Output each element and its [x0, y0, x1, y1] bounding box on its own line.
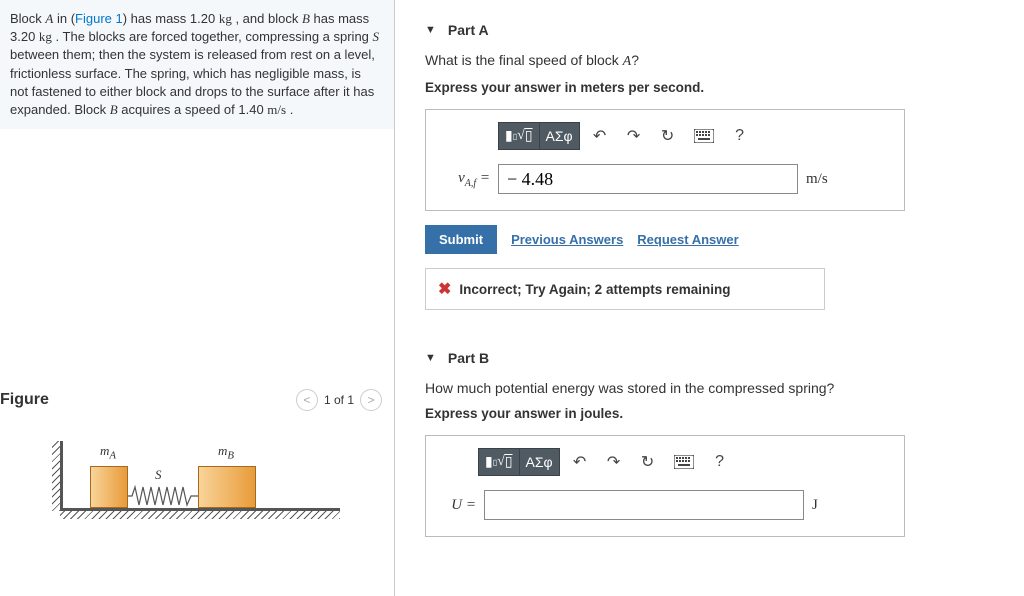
keyboard-button[interactable] — [668, 448, 700, 476]
problem-statement: Block A in (Figure 1) has mass 1.20 kg ,… — [0, 0, 394, 129]
figure-link[interactable]: Figure 1 — [75, 11, 123, 26]
collapse-icon: ▼ — [425, 24, 436, 36]
reset-button[interactable]: ↻ — [634, 448, 662, 476]
previous-answers-link[interactable]: Previous Answers — [511, 232, 623, 247]
part-b-instruction: Express your answer in joules. — [425, 406, 1004, 421]
figure-next-button[interactable]: > — [360, 389, 382, 411]
undo-button[interactable]: ↶ — [566, 448, 594, 476]
template-picker-button[interactable]: ▮▯√▯ — [478, 448, 520, 476]
request-answer-link[interactable]: Request Answer — [637, 232, 738, 247]
part-a-question: What is the final speed of block A? — [425, 52, 1004, 70]
keyboard-button[interactable] — [688, 122, 720, 150]
part-b-variable: U = — [442, 497, 476, 514]
figure-title: Figure — [0, 391, 49, 409]
redo-button[interactable]: ↷ — [600, 448, 628, 476]
undo-button[interactable]: ↶ — [586, 122, 614, 150]
part-a-header[interactable]: ▼ Part A — [425, 22, 1004, 38]
collapse-icon: ▼ — [425, 352, 436, 364]
part-b-input[interactable] — [484, 490, 804, 520]
part-b-unit: J — [812, 497, 818, 514]
redo-button[interactable]: ↷ — [620, 122, 648, 150]
reset-button[interactable]: ↻ — [654, 122, 682, 150]
part-b-question: How much potential energy was stored in … — [425, 380, 1004, 396]
part-a-instruction: Express your answer in meters per second… — [425, 80, 1004, 95]
part-a-answer-box: ▮▯√▯ ΑΣφ ↶ ↷ ↻ ? vA,f = m/s — [425, 109, 905, 211]
help-button[interactable]: ? — [726, 122, 754, 150]
greek-button[interactable]: ΑΣφ — [520, 448, 560, 476]
feedback-box: ✖ Incorrect; Try Again; 2 attempts remai… — [425, 268, 825, 310]
part-a-variable: vA,f = — [442, 170, 490, 189]
help-button[interactable]: ? — [706, 448, 734, 476]
part-a-input[interactable] — [498, 164, 798, 194]
part-b-answer-box: ▮▯√▯ ΑΣφ ↶ ↷ ↻ ? U = J — [425, 435, 905, 537]
incorrect-icon: ✖ — [438, 279, 451, 299]
part-a-unit: m/s — [806, 171, 828, 188]
part-b-header[interactable]: ▼ Part B — [425, 350, 1004, 366]
figure-pager-label: 1 of 1 — [324, 393, 354, 407]
greek-button[interactable]: ΑΣφ — [540, 122, 580, 150]
submit-button[interactable]: Submit — [425, 225, 497, 254]
figure-diagram: mA mB S — [60, 431, 350, 511]
template-picker-button[interactable]: ▮▯√▯ — [498, 122, 540, 150]
figure-prev-button[interactable]: < — [296, 389, 318, 411]
